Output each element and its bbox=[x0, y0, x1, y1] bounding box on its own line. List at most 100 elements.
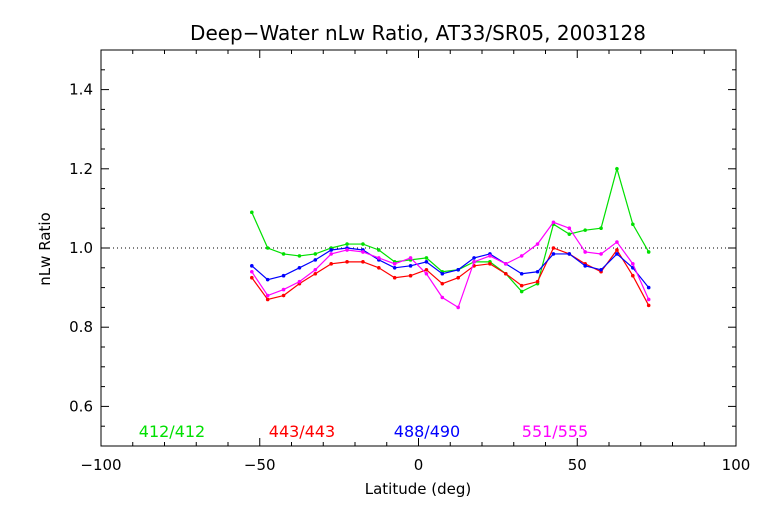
data-point bbox=[361, 242, 365, 246]
data-point bbox=[519, 254, 524, 258]
data-point bbox=[408, 264, 413, 268]
data-point bbox=[519, 289, 524, 294]
data-point bbox=[583, 250, 587, 254]
data-point bbox=[297, 254, 302, 258]
data-point bbox=[551, 220, 556, 225]
data-point bbox=[631, 222, 635, 227]
data-point bbox=[440, 295, 445, 300]
chart-title: Deep−Water nLw Ratio, AT33/SR05, 2003128 bbox=[190, 21, 646, 45]
data-point bbox=[281, 252, 286, 256]
data-point bbox=[488, 262, 492, 266]
series-line bbox=[251, 247, 650, 306]
data-point bbox=[345, 260, 349, 264]
series-line bbox=[251, 221, 650, 309]
data-point bbox=[583, 228, 587, 232]
series-layer bbox=[250, 166, 651, 310]
data-point bbox=[313, 271, 318, 276]
data-point bbox=[551, 252, 556, 256]
data-point bbox=[567, 232, 572, 236]
data-point bbox=[281, 287, 286, 292]
data-point bbox=[392, 275, 397, 280]
y-axis-ticks: 0.6 0.8 1.0 1.2 1.4 bbox=[69, 49, 736, 447]
data-point bbox=[472, 260, 476, 264]
data-point bbox=[297, 266, 302, 270]
data-point bbox=[392, 266, 397, 270]
series-2 bbox=[250, 246, 651, 308]
data-point bbox=[313, 258, 318, 262]
data-point bbox=[377, 266, 381, 270]
data-point bbox=[456, 305, 460, 310]
data-point bbox=[567, 226, 572, 230]
data-point bbox=[615, 167, 619, 171]
data-point bbox=[615, 240, 619, 244]
data-point bbox=[615, 252, 619, 256]
data-point bbox=[440, 281, 445, 286]
x-tick-label: 0 bbox=[414, 456, 424, 474]
data-point bbox=[250, 269, 254, 274]
data-point bbox=[329, 262, 333, 266]
data-point bbox=[265, 277, 270, 282]
data-point bbox=[281, 293, 286, 298]
data-point bbox=[599, 252, 603, 256]
data-point bbox=[646, 250, 651, 254]
legend-entry: 412/412 bbox=[139, 422, 205, 441]
x-tick-label: 50 bbox=[568, 456, 587, 474]
data-point bbox=[646, 303, 651, 308]
data-point bbox=[361, 260, 365, 264]
data-point bbox=[329, 248, 333, 252]
data-point bbox=[424, 260, 429, 264]
y-tick-label: 0.6 bbox=[69, 397, 93, 415]
y-tick-label: 1.4 bbox=[69, 81, 93, 99]
data-point bbox=[519, 283, 524, 288]
data-point bbox=[646, 297, 651, 302]
data-point bbox=[313, 267, 318, 272]
data-point bbox=[424, 267, 429, 272]
data-point bbox=[504, 271, 508, 276]
series-3 bbox=[250, 246, 651, 290]
data-point bbox=[646, 285, 651, 290]
data-point bbox=[535, 242, 540, 246]
data-point bbox=[377, 248, 381, 252]
series-4 bbox=[250, 220, 651, 310]
data-point bbox=[551, 246, 556, 250]
x-axis-ticks: −100 −50 0 50 100 bbox=[80, 50, 750, 474]
data-point bbox=[297, 279, 302, 284]
data-point bbox=[361, 250, 365, 254]
data-point bbox=[265, 246, 270, 250]
data-point bbox=[456, 267, 460, 272]
data-point bbox=[535, 269, 540, 274]
data-point bbox=[250, 275, 254, 280]
legend-entry: 488/490 bbox=[394, 422, 460, 441]
data-point bbox=[631, 273, 635, 278]
data-point bbox=[519, 271, 524, 276]
data-point bbox=[329, 252, 333, 256]
data-point bbox=[583, 264, 587, 268]
data-point bbox=[535, 279, 540, 284]
series-line bbox=[251, 166, 650, 293]
plot-frame bbox=[100, 49, 737, 447]
data-point bbox=[440, 271, 445, 276]
data-point bbox=[472, 256, 476, 260]
x-tick-label: −50 bbox=[244, 456, 276, 474]
legend: 412/412 443/443 488/490 551/555 bbox=[139, 422, 588, 441]
data-point bbox=[345, 248, 349, 252]
data-point bbox=[408, 256, 413, 260]
data-point bbox=[265, 297, 270, 302]
y-tick-label: 1.2 bbox=[69, 160, 93, 178]
data-point bbox=[392, 262, 397, 266]
y-axis-label: nLw Ratio bbox=[36, 212, 54, 285]
data-point bbox=[488, 254, 492, 258]
data-point bbox=[599, 226, 603, 230]
data-point bbox=[377, 256, 381, 260]
data-point bbox=[599, 267, 603, 272]
data-point bbox=[408, 273, 413, 278]
series-line bbox=[251, 247, 650, 288]
legend-entry: 443/443 bbox=[269, 422, 335, 441]
data-point bbox=[281, 273, 286, 278]
data-point bbox=[250, 264, 254, 268]
data-point bbox=[313, 252, 318, 256]
data-point bbox=[631, 262, 635, 266]
data-point bbox=[615, 248, 619, 252]
data-point bbox=[265, 293, 270, 298]
